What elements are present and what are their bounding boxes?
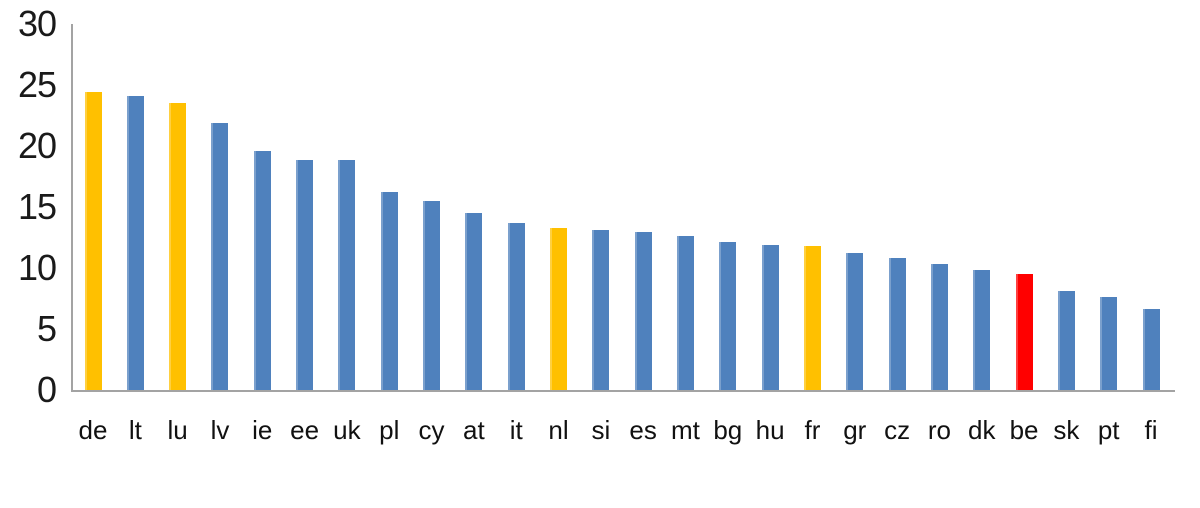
bar-ee <box>296 160 314 391</box>
bar-si <box>592 229 610 391</box>
bar-fi <box>1142 309 1160 391</box>
bar-mt <box>676 236 694 391</box>
x-label-bg: bg <box>713 415 743 445</box>
x-label-ie: ie <box>252 415 273 445</box>
x-label-it: it <box>509 415 523 445</box>
bar-pl <box>380 192 398 391</box>
bar-at <box>465 212 483 391</box>
x-label-dk: dk <box>967 415 996 445</box>
bar-sk <box>1057 290 1075 391</box>
bar-gr <box>846 253 864 391</box>
x-label-pl: pl <box>379 415 400 445</box>
x-label-nl: nl <box>548 415 569 445</box>
bar-cy <box>423 200 441 391</box>
bar-be <box>1015 273 1033 391</box>
y-tick-0: 0 <box>36 369 57 410</box>
bar-pt <box>1100 297 1118 391</box>
bar-hu <box>761 244 779 391</box>
x-label-pt: pt <box>1097 415 1120 445</box>
x-label-be: be <box>1009 415 1039 445</box>
x-label-mt: mt <box>671 415 700 445</box>
bar-uk <box>338 160 356 391</box>
x-label-fr: fr <box>804 415 821 445</box>
bar-lv <box>211 122 229 391</box>
bar-nl <box>550 227 568 391</box>
x-label-sk: sk <box>1053 415 1080 445</box>
y-tick-25: 25 <box>17 64 57 105</box>
x-label-hu: hu <box>755 415 785 445</box>
y-tick-10: 10 <box>17 247 57 288</box>
bar-it <box>507 222 525 391</box>
x-label-lv: lv <box>210 415 230 445</box>
x-axis-line <box>71 390 1175 392</box>
y-tick-20: 20 <box>17 125 57 166</box>
x-label-ee: ee <box>290 415 320 445</box>
x-label-de: de <box>78 415 108 445</box>
bar-lu <box>169 103 187 391</box>
y-tick-5: 5 <box>36 308 57 349</box>
x-label-ro: ro <box>927 415 951 445</box>
x-label-lu: lu <box>167 415 188 445</box>
x-label-cy: cy <box>418 415 445 445</box>
bar-es <box>634 232 652 391</box>
bar-cz <box>888 258 906 391</box>
x-label-gr: gr <box>843 415 867 445</box>
bar-bg <box>719 242 737 391</box>
bar-lt <box>126 95 144 391</box>
x-label-es: es <box>629 415 657 445</box>
y-tick-30: 30 <box>17 3 57 44</box>
x-label-lt: lt <box>128 415 142 445</box>
bar-dk <box>973 270 991 391</box>
x-label-at: at <box>463 415 485 445</box>
bar-ro <box>930 264 948 391</box>
bar-fr <box>803 245 821 391</box>
y-axis-line <box>71 24 73 392</box>
x-label-fi: fi <box>1144 415 1158 445</box>
x-label-si: si <box>591 415 611 445</box>
y-tick-15: 15 <box>17 186 57 227</box>
bar-de <box>84 92 102 391</box>
x-label-cz: cz <box>884 415 911 445</box>
x-label-uk: uk <box>333 415 361 445</box>
bar-ie <box>253 150 271 391</box>
